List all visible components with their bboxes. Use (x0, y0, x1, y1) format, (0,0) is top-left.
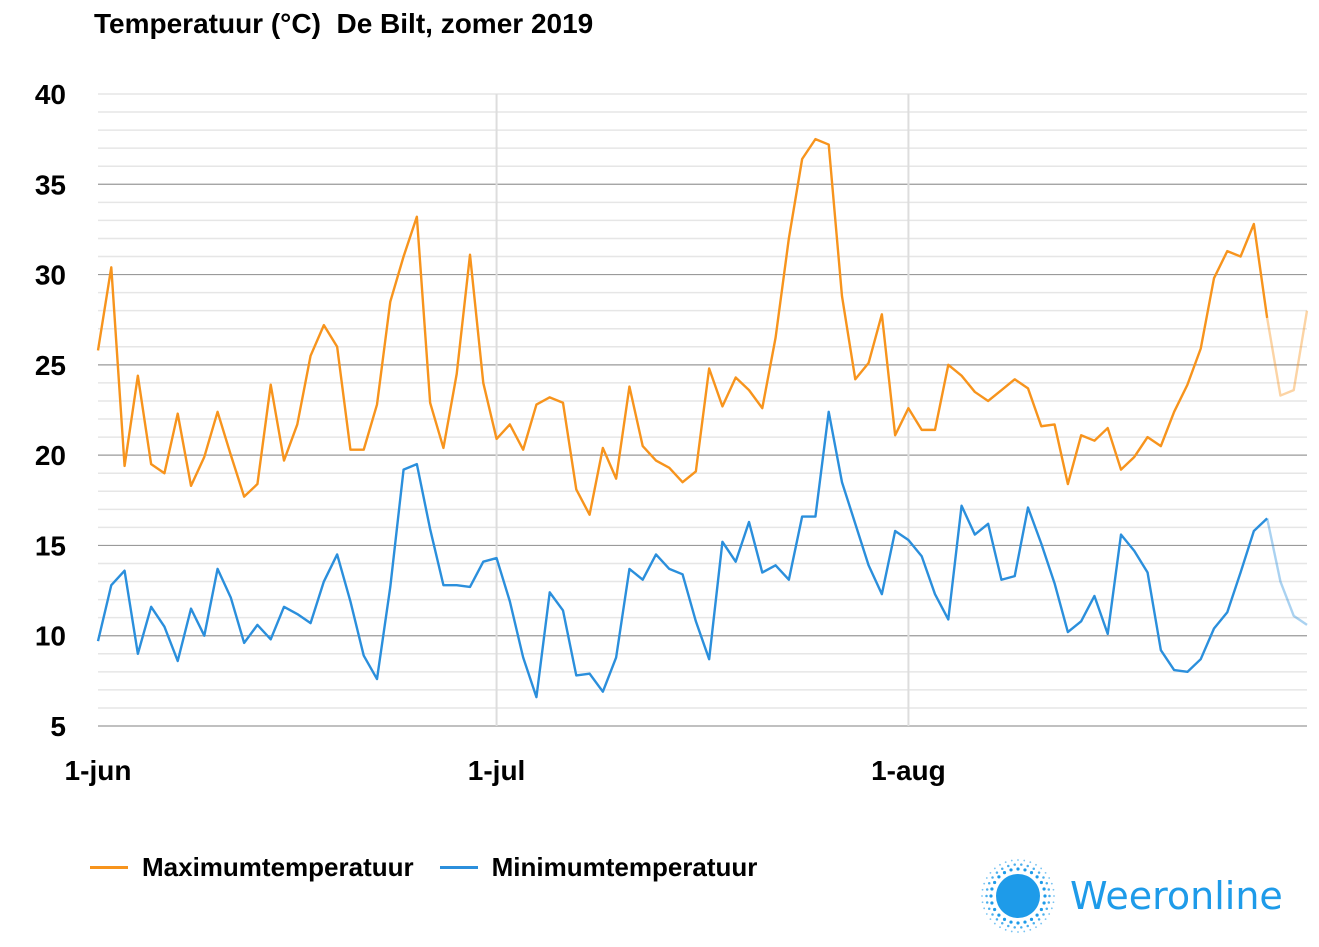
series-forecast-min (1265, 518, 1308, 626)
chart-title: Temperatuur (°C) De Bilt, zomer 2019 (94, 8, 594, 39)
major-gridlines (98, 183, 1307, 727)
y-tick-label: 20 (35, 440, 66, 471)
x-tick-label: 1-aug (871, 755, 946, 786)
y-tick-label: 40 (35, 79, 66, 110)
series-line-min (96, 410, 1268, 699)
series-lines (96, 137, 1309, 699)
sun-icon (981, 859, 1055, 933)
y-tick-label: 10 (35, 621, 66, 652)
series-forecast-max (1265, 310, 1309, 397)
legend: Maximumtemperatuur Minimumtemperatuur (90, 852, 783, 883)
y-tick-label: 35 (35, 169, 66, 200)
x-axis-tick-labels: 1-jun 1-jul 1-aug (65, 755, 946, 786)
y-tick-label: 15 (35, 530, 66, 561)
line-chart: 5 10 15 20 25 30 35 40 1-jun 1-jul 1-aug (35, 79, 1309, 786)
series-line-max (96, 137, 1269, 516)
y-axis-tick-labels: 5 10 15 20 25 30 35 40 (35, 79, 66, 742)
y-tick-label: 5 (50, 711, 66, 742)
y-tick-label: 30 (35, 260, 66, 291)
legend-label-max: Maximumtemperatuur (142, 852, 414, 882)
x-tick-label: 1-jun (65, 755, 132, 786)
month-gridlines (495, 94, 910, 726)
weeronline-logo: Weeronline (980, 858, 1283, 934)
minor-gridlines (98, 93, 1307, 709)
x-tick-label: 1-jul (468, 755, 526, 786)
legend-item-max[interactable]: Maximumtemperatuur (90, 852, 414, 883)
y-tick-label: 25 (35, 350, 66, 381)
legend-swatch-min (439, 866, 478, 869)
legend-item-min[interactable]: Minimumtemperatuur (439, 852, 758, 883)
legend-label-min: Minimumtemperatuur (491, 852, 758, 882)
legend-swatch-max (90, 866, 128, 869)
logo-text: Weeronline (1070, 874, 1283, 918)
